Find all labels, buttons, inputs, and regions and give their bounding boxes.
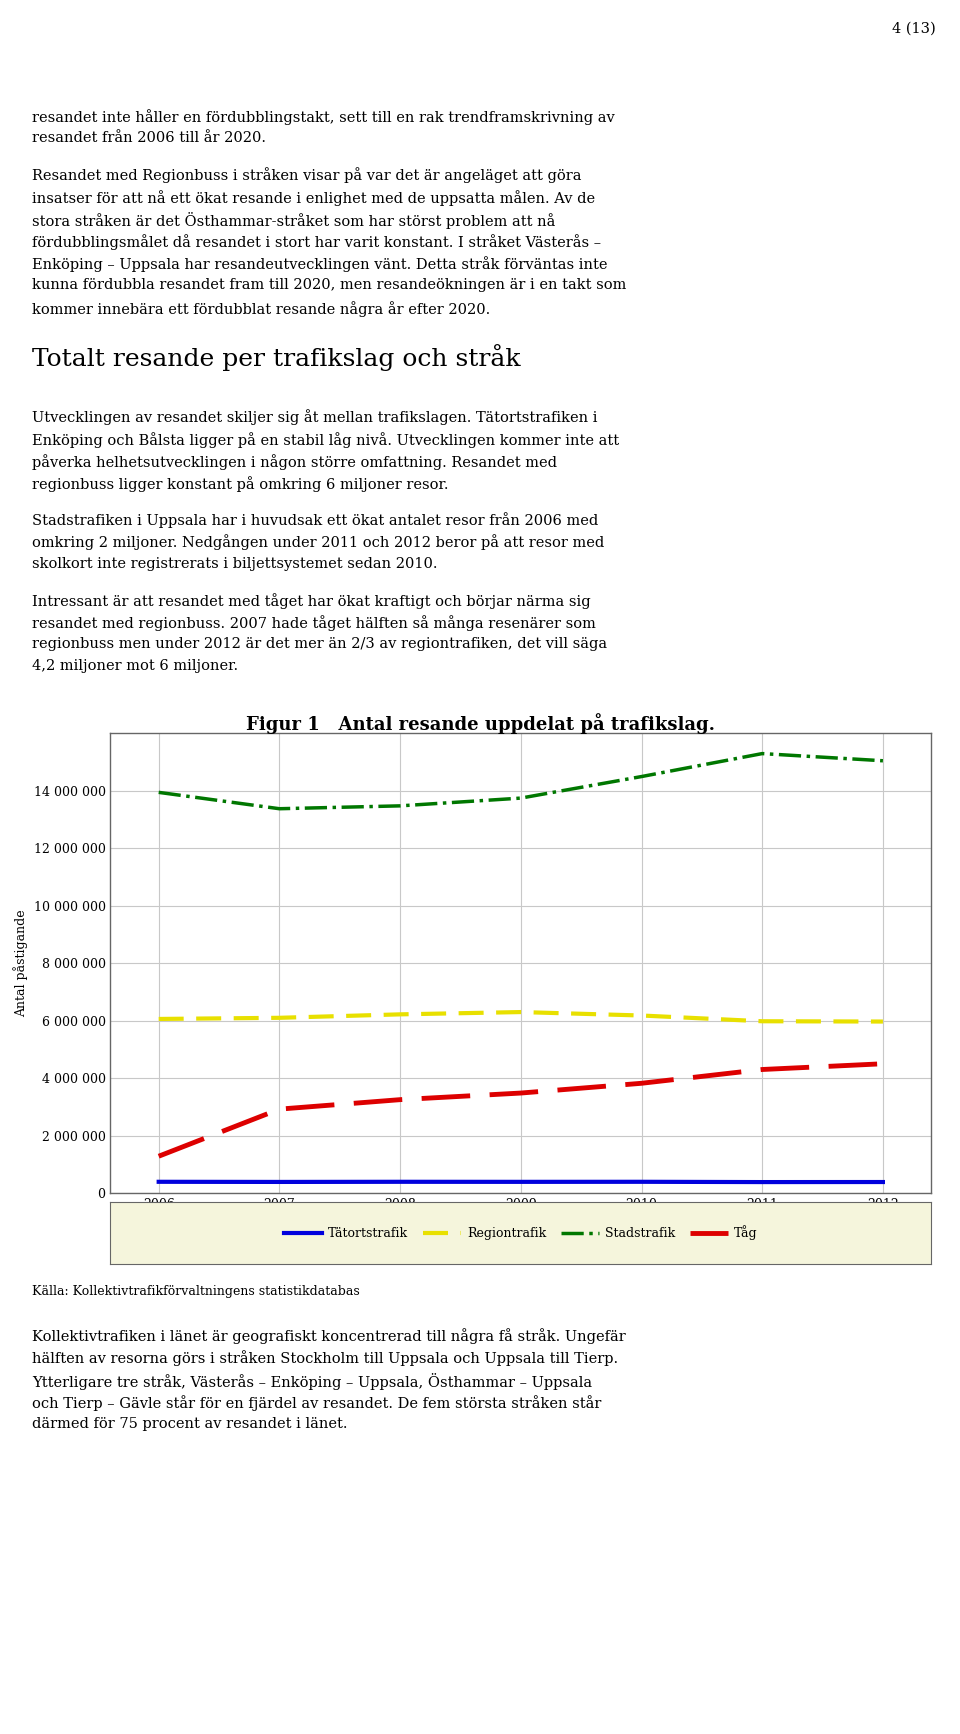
Text: resandet med regionbuss. 2007 hade tåget hälften så många resenärer som: resandet med regionbuss. 2007 hade tåget… xyxy=(32,616,595,631)
Text: omkring 2 miljoner. Nedgången under 2011 och 2012 beror på att resor med: omkring 2 miljoner. Nedgången under 2011… xyxy=(32,534,604,550)
Text: Intressant är att resandet med tåget har ökat kraftigt och börjar närma sig: Intressant är att resandet med tåget har… xyxy=(32,593,590,609)
Text: resandet från 2006 till år 2020.: resandet från 2006 till år 2020. xyxy=(32,132,266,146)
Text: insatser för att nå ett ökat resande i enlighet med de uppsatta målen. Av de: insatser för att nå ett ökat resande i e… xyxy=(32,189,595,206)
Legend: Tätortstrafik, Regiontrafik, Stadstrafik, Tåg: Tätortstrafik, Regiontrafik, Stadstrafik… xyxy=(279,1221,762,1245)
Text: påverka helhetsutvecklingen i någon större omfattning. Resandet med: påverka helhetsutvecklingen i någon stör… xyxy=(32,454,557,470)
Text: 4,2 miljoner mot 6 miljoner.: 4,2 miljoner mot 6 miljoner. xyxy=(32,659,238,673)
Text: kommer innebära ett fördubblat resande några år efter 2020.: kommer innebära ett fördubblat resande n… xyxy=(32,300,490,317)
Text: Kollektivtrafiken i länet är geografiskt koncentrerad till några få stråk. Ungef: Kollektivtrafiken i länet är geografiskt… xyxy=(32,1328,625,1344)
Text: 4 (13): 4 (13) xyxy=(892,21,936,36)
Text: Resandet med Regionbuss i stråken visar på var det är angeläget att göra: Resandet med Regionbuss i stråken visar … xyxy=(32,168,581,184)
Text: regionbuss men under 2012 är det mer än 2/3 av regiontrafiken, det vill säga: regionbuss men under 2012 är det mer än … xyxy=(32,636,607,650)
Text: Enköping – Uppsala har resandeutvecklingen vänt. Detta stråk förväntas inte: Enköping – Uppsala har resandeutveckling… xyxy=(32,257,607,272)
Text: därmed för 75 procent av resandet i länet.: därmed för 75 procent av resandet i läne… xyxy=(32,1417,348,1431)
Text: stora stråken är det Östhammar-stråket som har störst problem att nå: stora stråken är det Östhammar-stråket s… xyxy=(32,212,555,229)
Text: Stadstrafiken i Uppsala har i huvudsak ett ökat antalet resor från 2006 med: Stadstrafiken i Uppsala har i huvudsak e… xyxy=(32,512,598,529)
Text: och Tierp – Gävle står för en fjärdel av resandet. De fem största stråken står: och Tierp – Gävle står för en fjärdel av… xyxy=(32,1394,601,1411)
Text: resandet inte håller en fördubblingstakt, sett till en rak trendframskrivning av: resandet inte håller en fördubblingstakt… xyxy=(32,109,614,125)
Text: Figur 1   Antal resande uppdelat på trafikslag.: Figur 1 Antal resande uppdelat på trafik… xyxy=(246,713,714,733)
Text: Totalt resande per trafikslag och stråk: Totalt resande per trafikslag och stråk xyxy=(32,343,520,371)
Text: Källa: Kollektivtrafikförvaltningens statistikdatabas: Källa: Kollektivtrafikförvaltningens sta… xyxy=(32,1285,359,1297)
Y-axis label: Antal påstigande: Antal påstigande xyxy=(13,909,28,1018)
Text: fördubblingsmålet då resandet i stort har varit konstant. I stråket Västerås –: fördubblingsmålet då resandet i stort ha… xyxy=(32,234,601,250)
Text: Utvecklingen av resandet skiljer sig åt mellan trafikslagen. Tätortstrafiken i: Utvecklingen av resandet skiljer sig åt … xyxy=(32,409,597,425)
Text: regionbuss ligger konstant på omkring 6 miljoner resor.: regionbuss ligger konstant på omkring 6 … xyxy=(32,477,448,492)
Text: Enköping och Bålsta ligger på en stabil låg nivå. Utvecklingen kommer inte att: Enköping och Bålsta ligger på en stabil … xyxy=(32,432,619,447)
Text: skolkort inte registrerats i biljettsystemet sedan 2010.: skolkort inte registrerats i biljettsyst… xyxy=(32,557,437,570)
Text: hälften av resorna görs i stråken Stockholm till Uppsala och Uppsala till Tierp.: hälften av resorna görs i stråken Stockh… xyxy=(32,1351,618,1366)
Text: kunna fördubbla resandet fram till 2020, men resandeökningen är i en takt som: kunna fördubbla resandet fram till 2020,… xyxy=(32,279,626,293)
Text: Ytterligare tre stråk, Västerås – Enköping – Uppsala, Östhammar – Uppsala: Ytterligare tre stråk, Västerås – Enköpi… xyxy=(32,1373,591,1389)
